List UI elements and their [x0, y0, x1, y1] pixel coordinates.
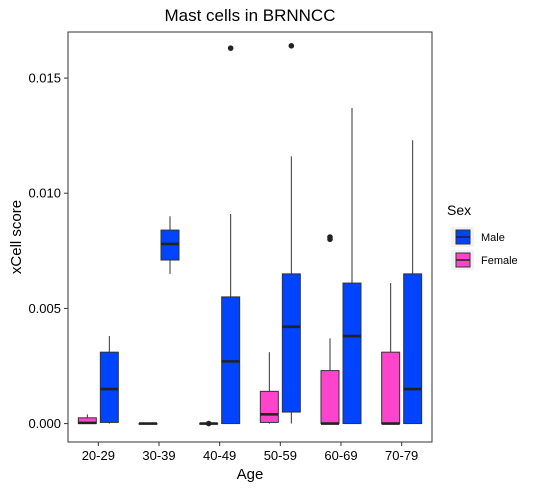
y-axis-title: xCell score: [8, 200, 25, 274]
male-box-body: [99, 351, 119, 423]
chart-title: Mast cells in BRNNCC: [165, 6, 336, 25]
female-outlier-point: [327, 234, 333, 240]
legend-label-male: Male: [481, 232, 505, 244]
legend-title: Sex: [447, 202, 471, 218]
female-box-50-59: [259, 352, 279, 424]
y-tick-label: 0.000: [28, 416, 61, 431]
male-outlier-point: [288, 43, 295, 49]
x-axis-title: Age: [237, 466, 264, 483]
x-axis: 20-29 30-39 40-49 50-59 60-69 70-79: [82, 442, 418, 463]
y-tick-label: 0.010: [28, 186, 61, 201]
male-box-body: [281, 273, 301, 413]
male-box-20-29: [99, 336, 119, 424]
female-box-70-79: [381, 283, 401, 425]
male-box-body: [403, 273, 423, 425]
x-tick-label: 70-79: [385, 448, 418, 463]
female-outlier-point: [205, 420, 212, 427]
plot-marks: [77, 43, 423, 427]
x-tick-label: 20-29: [82, 448, 115, 463]
male-box-body: [342, 282, 362, 425]
female-box-body: [381, 351, 401, 425]
male-box-70-79: [403, 140, 423, 425]
female-box-body: [259, 390, 279, 423]
y-tick-label: 0.005: [28, 301, 61, 316]
female-box-20-29: [77, 414, 97, 425]
x-tick-label: 60-69: [324, 448, 357, 463]
legend: Sex Male Female: [447, 202, 518, 270]
female-box-body: [320, 370, 340, 425]
x-tick-label: 30-39: [142, 448, 175, 463]
male-box-50-59: [281, 43, 301, 424]
male-box-40-49: [221, 45, 241, 425]
female-box-40-49: [199, 420, 219, 427]
y-axis: 0.000 0.005 0.010 0.015: [28, 71, 68, 431]
male-box-30-39: [160, 216, 180, 274]
male-box-60-69: [342, 108, 362, 425]
y-tick-label: 0.015: [28, 71, 61, 86]
female-box-60-69: [320, 234, 340, 425]
plot-panel: [67, 31, 433, 443]
male-outlier-point: [227, 45, 234, 51]
female-box-30-39: [138, 422, 158, 425]
x-tick-label: 50-59: [264, 448, 297, 463]
x-tick-label: 40-49: [203, 448, 236, 463]
legend-label-female: Female: [481, 255, 518, 267]
